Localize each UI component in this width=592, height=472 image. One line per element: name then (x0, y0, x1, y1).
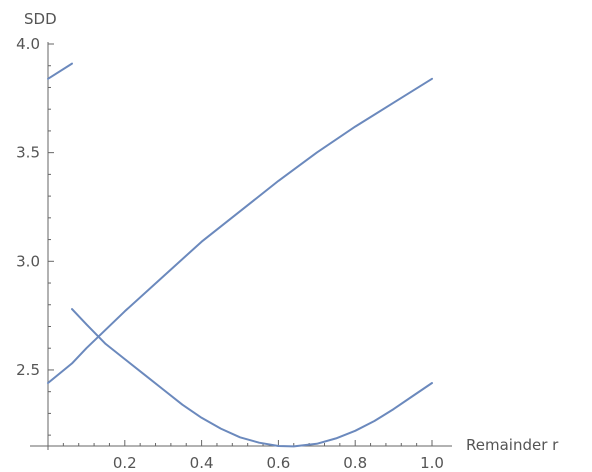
series-group (47, 62, 433, 448)
y-tick-label: 3.5 (16, 144, 40, 162)
axes: 2.5 3.0 3.5 4.0 0.2 0.4 0.6 0.8 1.0 SDD Remaind… (16, 10, 559, 472)
y-ticks: 2.5 3.0 3.5 4.0 (16, 35, 54, 436)
series-line-1 (47, 62, 73, 80)
series-line-2 (47, 77, 433, 384)
series-line-3 (71, 308, 433, 448)
x-tick-label: 0.6 (266, 454, 290, 472)
x-ticks: 0.2 0.4 0.6 0.8 1.0 (47, 440, 444, 472)
x-tick-label: 0.4 (190, 454, 214, 472)
x-tick-label: 0.2 (113, 454, 137, 472)
y-tick-label: 2.5 (16, 361, 40, 379)
x-tick-label: 0.8 (343, 454, 367, 472)
y-tick-label: 3.0 (16, 252, 40, 270)
x-axis-title: Remainder r (466, 436, 559, 454)
y-axis-title: SDD (24, 10, 57, 28)
y-tick-label: 4.0 (16, 35, 40, 53)
x-tick-label: 1.0 (420, 454, 444, 472)
